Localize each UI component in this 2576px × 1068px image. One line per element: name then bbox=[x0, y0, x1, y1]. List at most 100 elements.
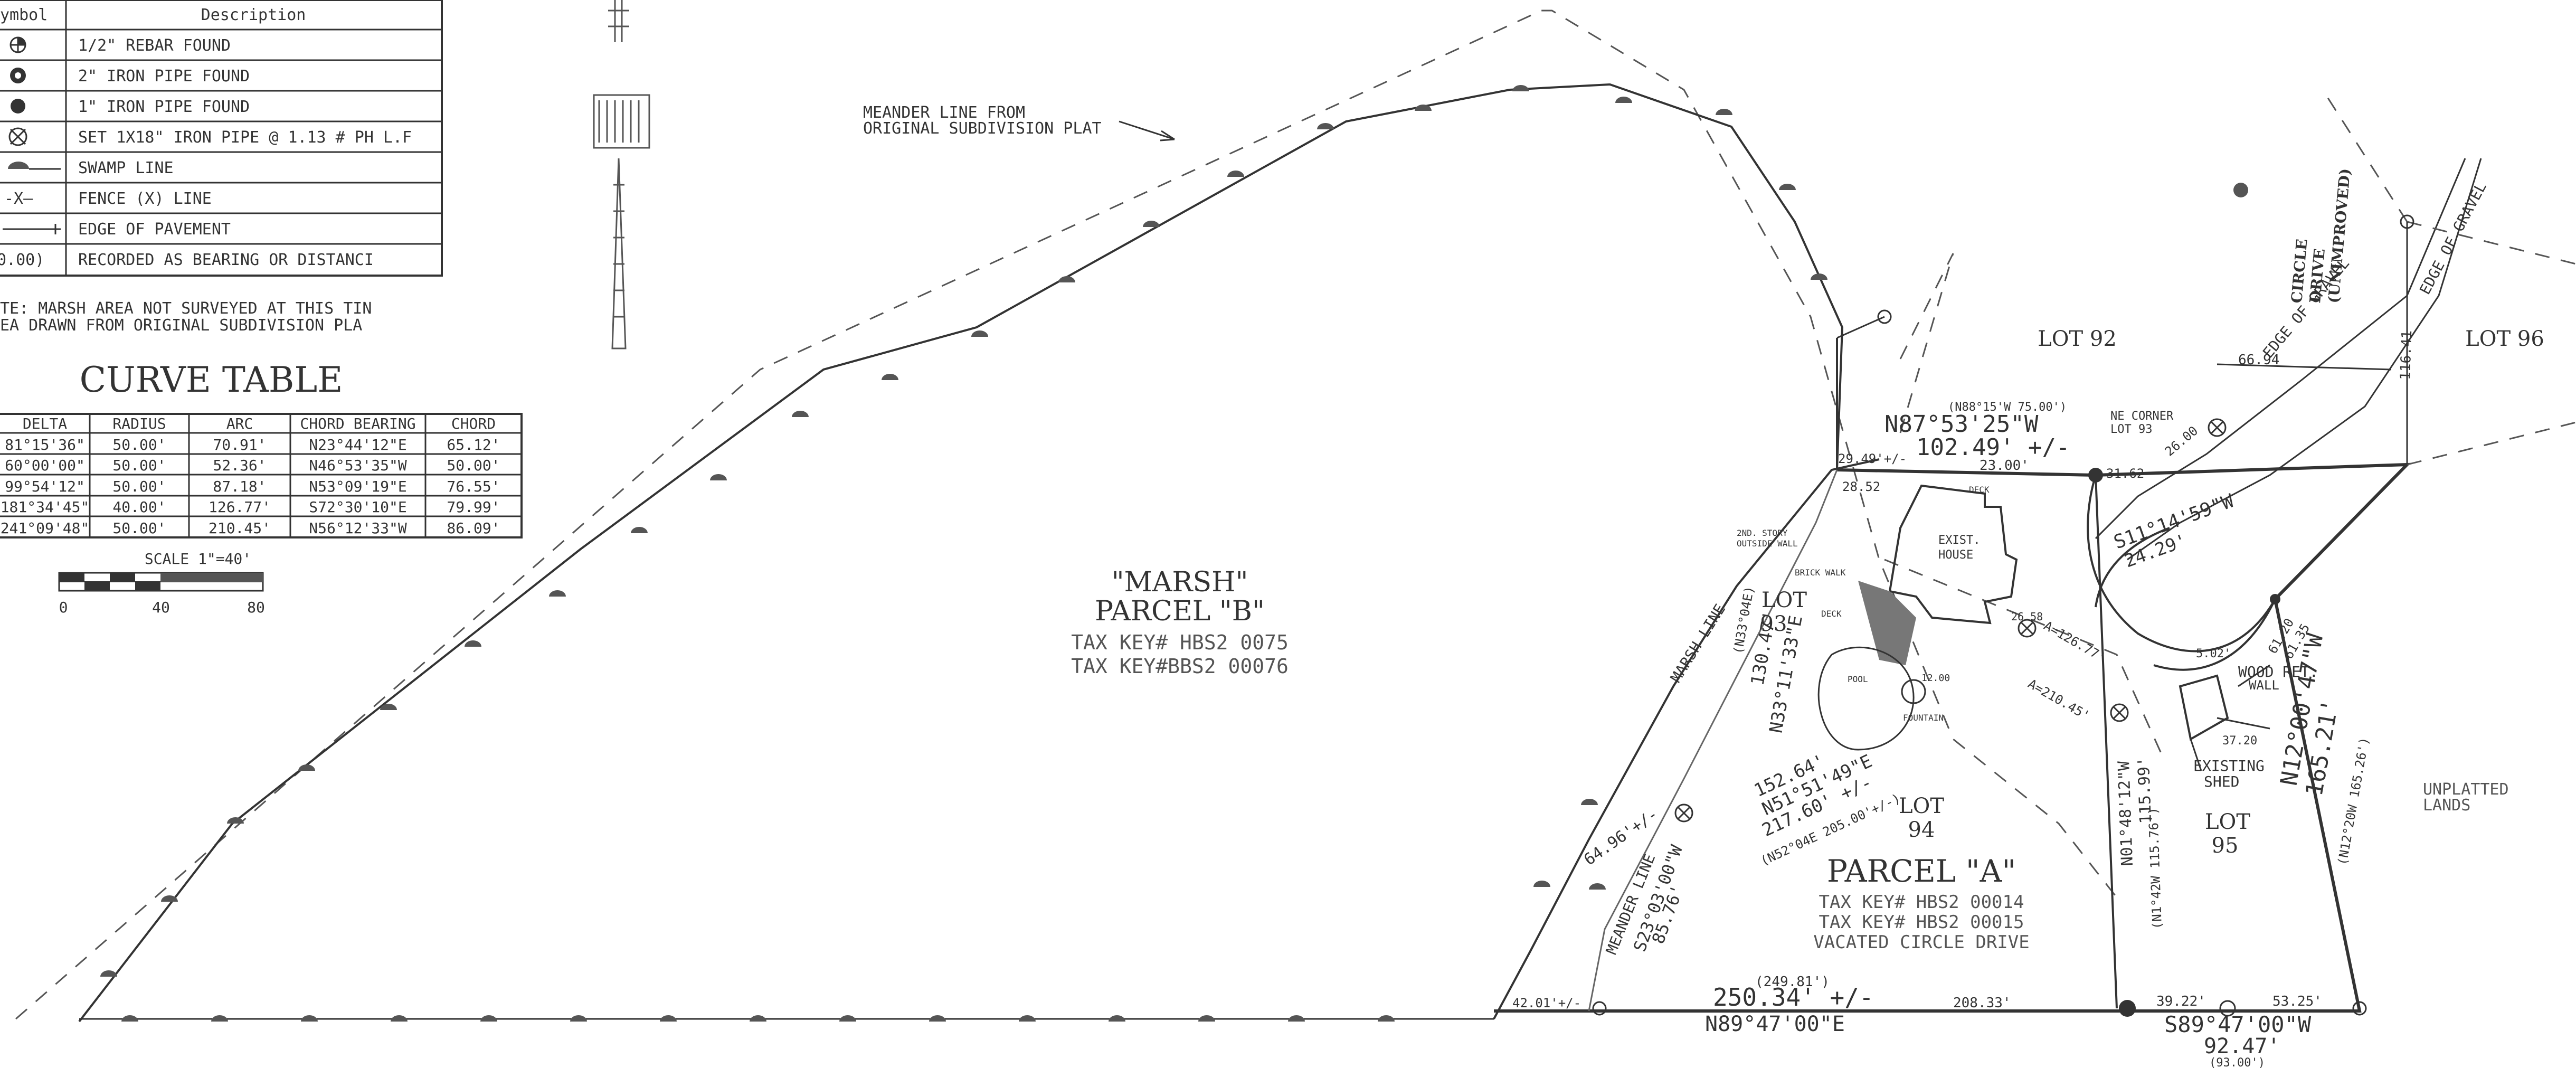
north-sub-distance: 23.00' bbox=[1980, 458, 2029, 474]
curve-cell: 81°15'36" bbox=[5, 436, 85, 453]
curve-header-arc: ARC bbox=[226, 415, 253, 432]
parcel-b-name: "MARSH" bbox=[1112, 566, 1248, 598]
south-distance: 250.34' +/- bbox=[1713, 983, 1874, 1012]
outside-wall-label: OUTSIDE WALL bbox=[1737, 538, 1798, 549]
iron-pipe-icon bbox=[2270, 594, 2280, 604]
dist-37-20: 37.20 bbox=[2222, 734, 2257, 748]
legend-desc-one-inch: 1" IRON PIPE FOUND bbox=[78, 98, 250, 116]
set-pipe-icon bbox=[8, 127, 27, 146]
lot-95-number: 95 bbox=[2212, 834, 2239, 858]
set-pipe-icon bbox=[1674, 418, 2227, 823]
curve-cell: 50.00' bbox=[112, 478, 166, 495]
iron-pipe-icon bbox=[2233, 183, 2248, 197]
lot-93-number: 93 bbox=[1760, 612, 1787, 636]
dash-3 bbox=[2407, 421, 2576, 466]
note-line-1: TE: MARSH AREA NOT SURVEYED AT THIS TIN bbox=[0, 299, 372, 318]
edge-gravel-label-2: EDGE OF GRAVEL bbox=[2416, 179, 2490, 297]
curve-cell: 52.36' bbox=[213, 457, 266, 474]
curve-header-radius: RADIUS bbox=[112, 415, 166, 432]
brick-walk-label: BRICK WALK bbox=[1795, 568, 1846, 578]
parcel-b-tax-1: TAX KEY# HBS2 0075 bbox=[1071, 631, 1289, 654]
se-distance: 92.47' bbox=[2204, 1034, 2280, 1058]
parcel-b-tax-2: TAX KEY#BBS2 00076 bbox=[1071, 655, 1289, 678]
lot-92-label: LOT 92 bbox=[2038, 327, 2117, 351]
legend-symbol-header: ymbol bbox=[0, 6, 48, 24]
curve-table: DELTA RADIUS ARC CHORD BEARING CHORD 81°… bbox=[0, 413, 523, 538]
rebar-found-icon bbox=[1592, 1001, 1607, 1016]
gravel-edge-2 bbox=[2127, 158, 2482, 561]
exist-house-label-2: HOUSE bbox=[1938, 549, 1973, 562]
scale-tick-40: 40 bbox=[152, 599, 170, 616]
existing-shed-label-2: SHED bbox=[2204, 773, 2239, 790]
legend-desc-two-inch: 2" IRON PIPE FOUND bbox=[78, 67, 250, 86]
ne-corner-label-1: NE CORNER bbox=[2110, 410, 2174, 423]
legend-desc-pavement: EDGE OF PAVEMENT bbox=[78, 220, 231, 239]
legend-description-header: Description bbox=[201, 6, 306, 24]
south-bearing: N89°47'00"E bbox=[1705, 1012, 1845, 1036]
marsh-line-label: MARSH LINE bbox=[1667, 601, 1729, 685]
meander-note-arrow bbox=[1119, 120, 1175, 141]
north-bearing: N87°53'25"W bbox=[1884, 411, 2039, 438]
rebar-found-icon bbox=[2352, 1001, 2367, 1016]
rebar-found-icon bbox=[2219, 1000, 2236, 1017]
north-arrow-icon bbox=[593, 0, 650, 349]
curve-cell: 40.00' bbox=[112, 498, 166, 516]
meander-inner-line bbox=[1588, 469, 1838, 1012]
dist-5-02: 5.02' bbox=[2196, 647, 2231, 660]
scale-tick-80: 80 bbox=[247, 599, 265, 616]
wall-label: WALL bbox=[2249, 678, 2279, 693]
curve-table-title: CURVE TABLE bbox=[80, 360, 343, 400]
fence-line-icon: -X— bbox=[4, 190, 33, 208]
curve-header-chord-bearing: CHORD BEARING bbox=[300, 415, 415, 432]
two-inch-pipe-icon bbox=[10, 68, 26, 83]
legend-desc-recorded: RECORDED AS BEARING OR DISTANCI bbox=[78, 251, 374, 269]
exist-house-label-1: EXIST. bbox=[1938, 534, 1980, 547]
swamp-markers bbox=[100, 85, 1827, 977]
curve-cell: 79.99' bbox=[447, 498, 500, 516]
iron-pipe-icon bbox=[2088, 468, 2103, 483]
parcel-b-title: PARCEL "B" bbox=[1095, 596, 1265, 627]
gravel-edge-1 bbox=[2095, 158, 2466, 540]
north-record: (N88°15'W 75.00') bbox=[1948, 401, 2067, 414]
scale-bar bbox=[58, 572, 264, 592]
one-inch-pipe-icon bbox=[11, 99, 25, 114]
dist-42-01: 42.01'+/- bbox=[1512, 996, 1581, 1010]
unplatted-label-2: LANDS bbox=[2423, 796, 2470, 815]
curve-cell: 241°09'48" bbox=[1, 519, 90, 537]
curve-cell: 210.45' bbox=[209, 519, 271, 537]
se-bearing: S89°47'00"W bbox=[2164, 1012, 2312, 1037]
dist-28-52: 28.52 bbox=[1842, 479, 1880, 494]
legend-desc-swamp: SWAMP LINE bbox=[78, 159, 174, 177]
two-inch-pipe-icon bbox=[2119, 1000, 2136, 1017]
lot-95-label: LOT bbox=[2205, 810, 2250, 834]
curve-cell: 99°54'12" bbox=[5, 478, 85, 495]
dist-26-00: 26.00 bbox=[2162, 423, 2201, 459]
curve-cell: N56°12'33"W bbox=[309, 519, 407, 537]
monuments bbox=[1592, 183, 2414, 1017]
brick-walk bbox=[1858, 581, 1916, 665]
legend-table: ymbol Description -X— 0.00) bbox=[0, 0, 443, 277]
dist-39-22: 39.22' bbox=[2156, 994, 2206, 1009]
lot-lines bbox=[2087, 475, 2276, 1009]
marsh-markers bbox=[1533, 799, 1606, 890]
parcel-a-tax-2: TAX KEY# HBS2 00015 bbox=[1819, 912, 2024, 933]
parcel-a-title: PARCEL "A" bbox=[1827, 853, 2016, 889]
fountain-icon bbox=[1901, 679, 1926, 704]
scale-label: SCALE 1"=40' bbox=[145, 550, 251, 568]
mid-record: (N1°42W 115.76') bbox=[2146, 807, 2165, 930]
dash-4 bbox=[2407, 221, 2576, 265]
meander-note-line-1: MEANDER LINE FROM bbox=[863, 103, 1025, 122]
north-distance: 102.49' +/- bbox=[1916, 434, 2070, 461]
east-record: (N12°20W 165.26') bbox=[2335, 736, 2372, 866]
mid-bearing: N01°48'12"W bbox=[2115, 760, 2137, 866]
note-line-2: EA DRAWN FROM ORIGINAL SUBDIVISION PLA bbox=[0, 316, 362, 335]
dist-53-25: 53.25' bbox=[2272, 994, 2322, 1009]
fountain-label: FOUNTAIN bbox=[1903, 713, 1944, 723]
dist-208-33: 208.33' bbox=[1953, 995, 2011, 1011]
meander-line bbox=[15, 10, 2118, 1020]
lot-93-label: LOT bbox=[1761, 588, 1807, 612]
curve-cell: 50.00' bbox=[112, 436, 166, 453]
curve-cell: 60°00'00" bbox=[5, 457, 85, 474]
dist-26-58: 26.58 bbox=[2011, 610, 2043, 623]
curve-cell: 65.12' bbox=[447, 436, 500, 453]
